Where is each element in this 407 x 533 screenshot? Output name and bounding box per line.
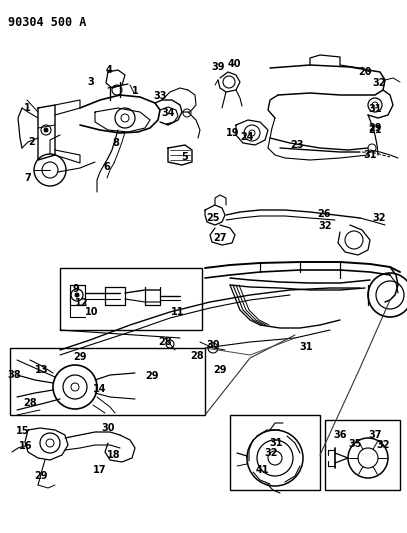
Text: 8: 8 <box>113 138 119 148</box>
Text: 29: 29 <box>34 471 48 481</box>
Text: 32: 32 <box>372 78 386 88</box>
Bar <box>60 268 202 330</box>
Text: 33: 33 <box>153 91 167 101</box>
Text: 1: 1 <box>131 86 138 96</box>
Text: 28: 28 <box>23 398 37 408</box>
Text: 29: 29 <box>73 352 87 362</box>
Circle shape <box>75 293 79 297</box>
Text: 31: 31 <box>368 104 382 114</box>
Bar <box>10 348 205 415</box>
Text: 7: 7 <box>25 173 31 183</box>
Text: 28: 28 <box>190 351 204 361</box>
Text: 36: 36 <box>333 430 347 440</box>
Text: 30: 30 <box>206 340 220 350</box>
Text: 39: 39 <box>211 62 225 72</box>
Text: 90304 500 A: 90304 500 A <box>8 16 86 29</box>
Text: 20: 20 <box>358 67 372 77</box>
Text: 2: 2 <box>28 137 35 147</box>
Text: 11: 11 <box>171 307 185 317</box>
Text: 32: 32 <box>264 448 278 458</box>
Text: 40: 40 <box>227 59 241 69</box>
Text: 12: 12 <box>75 298 89 308</box>
Bar <box>230 415 320 490</box>
Text: 23: 23 <box>290 140 304 150</box>
Text: 5: 5 <box>182 152 188 162</box>
Text: 28: 28 <box>158 337 172 347</box>
Text: 29: 29 <box>213 365 227 375</box>
Text: 31: 31 <box>299 342 313 352</box>
Text: 32: 32 <box>318 221 332 231</box>
Text: 19: 19 <box>226 128 240 138</box>
Text: 30: 30 <box>101 423 115 433</box>
Text: 4: 4 <box>106 65 112 75</box>
Text: 27: 27 <box>213 233 227 243</box>
Text: 29: 29 <box>368 123 382 133</box>
Text: 1: 1 <box>24 103 31 113</box>
Text: 21: 21 <box>368 125 382 135</box>
Text: 32: 32 <box>372 213 386 223</box>
Text: 35: 35 <box>348 439 362 449</box>
Text: 31: 31 <box>269 438 283 448</box>
Text: 31: 31 <box>363 150 377 160</box>
Text: 37: 37 <box>368 430 382 440</box>
Text: 13: 13 <box>35 365 49 375</box>
Text: 9: 9 <box>72 284 79 294</box>
Text: 34: 34 <box>161 108 175 118</box>
Text: 41: 41 <box>255 465 269 475</box>
Text: 17: 17 <box>93 465 107 475</box>
Text: 25: 25 <box>206 213 220 223</box>
Text: 18: 18 <box>107 450 121 460</box>
Text: 29: 29 <box>145 371 159 381</box>
Text: 26: 26 <box>317 209 331 219</box>
Bar <box>325 420 400 490</box>
Text: 15: 15 <box>16 426 30 436</box>
Text: 24: 24 <box>240 132 254 142</box>
Circle shape <box>44 128 48 132</box>
Text: 32: 32 <box>376 440 390 450</box>
Text: 14: 14 <box>93 384 107 394</box>
Text: 38: 38 <box>7 370 21 380</box>
Text: 3: 3 <box>88 77 94 87</box>
Text: 10: 10 <box>85 307 99 317</box>
Text: 6: 6 <box>104 162 110 172</box>
Text: 16: 16 <box>19 441 33 451</box>
